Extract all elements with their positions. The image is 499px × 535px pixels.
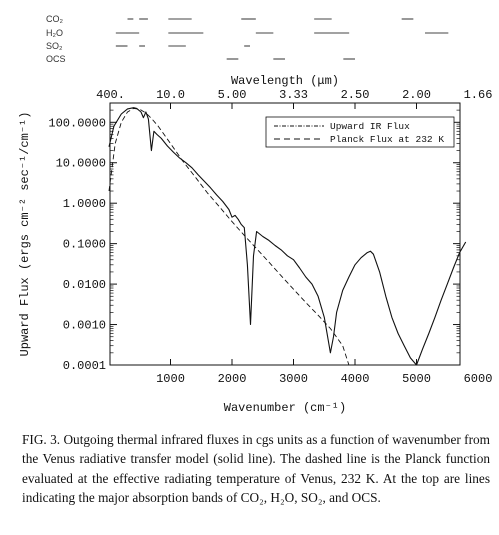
figure-caption: FIG. 3. Outgoing thermal infrared fluxes… [22, 432, 490, 505]
x-tick-label: 4000 [341, 372, 370, 386]
legend-label-upward-ir-flux: Upward IR Flux [330, 121, 410, 132]
top-tick-label: 2.50 [341, 88, 370, 102]
plot-axes [109, 102, 461, 366]
y-tick-label: 0.0100 [63, 278, 106, 292]
series-upward-ir-flux [108, 107, 467, 366]
legend: Upward IR Flux Planck Flux at 232 K [265, 116, 455, 148]
band-label-ocs: OCS [46, 54, 66, 64]
legend-box [265, 116, 455, 148]
plot-frame [109, 102, 461, 366]
x-tick-label: 3000 [279, 372, 308, 386]
y-tick-label: 0.1000 [63, 238, 106, 252]
y-tick-label: 0.0001 [63, 359, 106, 373]
y-tick-label: 10.0000 [56, 157, 106, 171]
top-axis-title: Wavelength (μm) [231, 74, 339, 88]
y-tick-label: 1.0000 [63, 197, 106, 211]
figure: CO₂ H₂O SO₂ OCS 1000 2000 3000 4000 5000 6000 400… [18, 14, 492, 415]
series-planck-flux [108, 107, 350, 366]
x-axis-title: Wavenumber (cm⁻¹) [224, 401, 346, 415]
top-tick-label: 3.33 [279, 88, 308, 102]
x-tick-label: 6000 [464, 372, 493, 386]
x-tick-label: 1000 [156, 372, 185, 386]
absorption-bands: CO₂ H₂O SO₂ OCS [46, 14, 449, 64]
top-tick-label: 1.66 [464, 88, 493, 102]
legend-label-planck-flux: Planck Flux at 232 K [330, 134, 444, 145]
x-tick-label: 5000 [402, 372, 431, 386]
y-tick-label: 0.0010 [63, 319, 106, 333]
band-label-h2o: H₂O [46, 28, 63, 38]
y-axis-title: Upward Flux (ergs cm⁻² sec⁻¹/cm⁻¹) [18, 112, 32, 357]
top-tick-label: 10.0 [156, 88, 185, 102]
data-series [108, 107, 467, 366]
top-tick-label: 400. [96, 88, 125, 102]
band-label-co2: CO₂ [46, 14, 64, 24]
top-tick-label: 2.00 [402, 88, 431, 102]
ticks: 1000 2000 3000 4000 5000 6000 400. 10.0 5.00 3.33… [48, 88, 492, 386]
top-tick-label: 5.00 [218, 88, 247, 102]
band-label-so2: SO₂ [46, 41, 63, 51]
y-tick-label: 100.0000 [48, 116, 106, 130]
x-tick-label: 2000 [218, 372, 247, 386]
